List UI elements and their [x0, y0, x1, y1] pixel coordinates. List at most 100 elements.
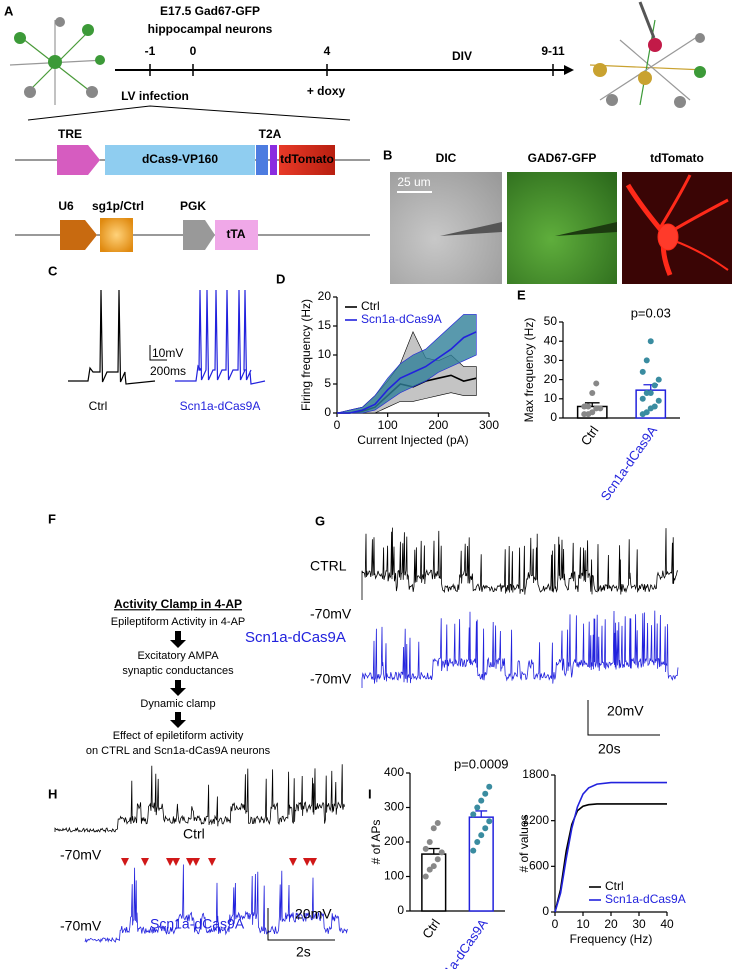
timeline-title: E17.5 Gad67-GFP [160, 4, 260, 18]
data-point [426, 866, 433, 873]
x-tick-label: 40 [660, 917, 674, 931]
scale-bar [587, 700, 660, 736]
data-point [655, 376, 662, 383]
x-axis-label: Current Injected (pA) [357, 433, 468, 447]
gene-box [256, 145, 268, 175]
data-point [474, 839, 481, 845]
data-point [474, 804, 481, 811]
promoter [183, 220, 215, 250]
construct-label: U6 [58, 199, 74, 213]
baseline-label: -70mV [310, 671, 352, 687]
data-point [643, 357, 650, 364]
timeline-title: hippocampal neurons [148, 22, 273, 36]
construct-label: T2A [259, 127, 282, 141]
data-point [597, 405, 604, 412]
data-point [585, 403, 592, 410]
construct-label: dCas9-VP160 [142, 152, 218, 166]
y-tick-label: 1800 [522, 767, 549, 781]
timeline-ticks [149, 64, 554, 76]
y-tick-label: 30 [544, 353, 558, 367]
gene-box [270, 145, 277, 175]
y-tick-label: 5 [324, 376, 331, 390]
timeline-tick: -1 [145, 44, 156, 58]
y-tick-label: 10 [318, 347, 332, 361]
data-point [470, 811, 477, 818]
y-tick-label: 15 [318, 318, 332, 332]
trace [68, 289, 156, 385]
event-markers [121, 858, 317, 866]
panel-label: D [276, 271, 285, 286]
x-tick-label: Ctrl [419, 916, 443, 941]
flow-arrows [170, 631, 186, 728]
series-line [554, 803, 667, 913]
data-point [426, 839, 433, 845]
data-point [486, 783, 493, 790]
data-point [639, 368, 646, 375]
data-point [643, 409, 650, 416]
panel-label: F [48, 511, 56, 526]
arrowhead [564, 65, 574, 75]
panel-label: C [48, 263, 58, 278]
x-tick-label: 0 [334, 418, 341, 432]
y-tick-label: 20 [318, 289, 332, 303]
trace-label: Ctrl [89, 399, 108, 413]
scale-label: 20mV [295, 906, 332, 922]
y-tick-label: 300 [384, 800, 404, 814]
y-tick-label: 0 [397, 903, 404, 917]
baseline-label: -70mV [60, 847, 102, 863]
construct-label: tTA [226, 227, 245, 241]
trace [175, 289, 266, 385]
data-point [589, 409, 596, 416]
error-band [336, 314, 477, 414]
data-point [651, 403, 658, 410]
trace [361, 610, 679, 688]
series-line [337, 331, 477, 414]
scale-label: 200ms [150, 364, 186, 378]
data-point [478, 832, 485, 839]
scale-label: 25 um [397, 175, 430, 189]
data-point [430, 863, 437, 870]
image-title: DIC [436, 151, 457, 165]
data-point [422, 845, 429, 852]
y-tick-label: 200 [384, 834, 404, 848]
protocol-step: Epileptiform Activity in 4-AP [111, 616, 246, 628]
legend-label: Scn1a-dCas9A [605, 892, 686, 906]
bar [468, 816, 494, 912]
panel-label: H [48, 786, 57, 801]
event-label: + doxy [307, 84, 346, 98]
x-tick-label: 100 [378, 418, 398, 432]
data-point [434, 820, 441, 827]
trace-label: Scn1a-dCas9A [180, 399, 261, 413]
protocol-step: Dynamic clamp [140, 698, 215, 710]
neuron-cluster [9, 17, 106, 105]
scale-bar [149, 345, 167, 361]
construct-label: PGK [180, 199, 206, 213]
promoter [60, 220, 97, 250]
y-tick-label: 0 [542, 904, 549, 918]
protocol-title: Activity Clamp in 4-AP [114, 597, 242, 611]
x-tick-label: Ctrl [578, 423, 602, 448]
protocol-step: Excitatory AMPA [137, 650, 219, 662]
y-axis-label: Max frequency (Hz) [522, 318, 536, 423]
trace-label: Scn1a-dCas9A [245, 629, 346, 646]
legend-label: Scn1a-dCas9A [361, 312, 442, 326]
data-point [639, 395, 646, 402]
baseline-label: -70mV [60, 918, 102, 934]
neuron-image [625, 174, 729, 276]
scale-label: 2s [296, 944, 311, 960]
event-label: LV infection [121, 89, 189, 103]
data-point [593, 380, 600, 387]
data-point [430, 825, 437, 832]
y-tick-label: 400 [384, 765, 404, 779]
panel-label: A [4, 3, 14, 18]
x-tick-label: 20 [604, 917, 618, 931]
y-tick-label: 50 [544, 314, 558, 328]
zoom-lines [27, 105, 351, 121]
protocol-step: synaptic conductances [122, 665, 234, 677]
x-tick-label: 10 [576, 917, 590, 931]
x-tick-label: 30 [632, 917, 646, 931]
error-bar [584, 402, 600, 407]
legend-label: Ctrl [605, 879, 624, 893]
timeline-label: DIV [452, 49, 472, 63]
protocol-step: Effect of epiletiform activity [113, 730, 244, 742]
